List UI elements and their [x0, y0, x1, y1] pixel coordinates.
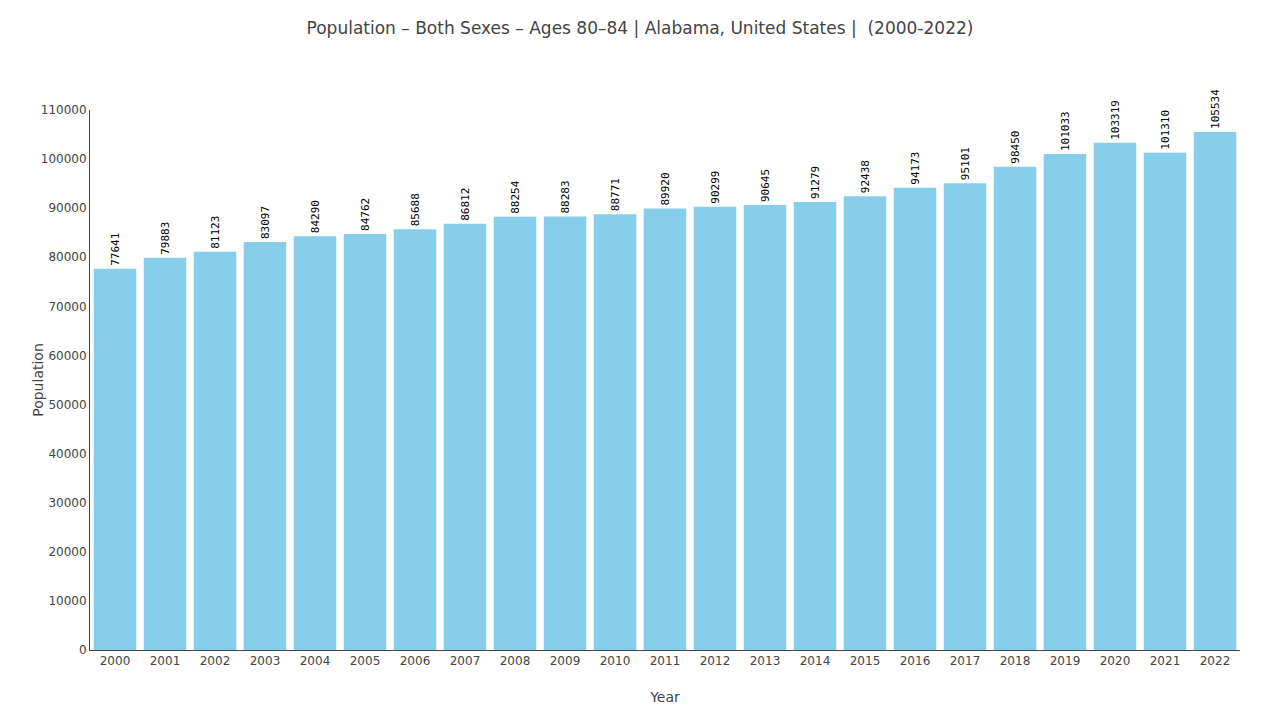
svg-text:2007: 2007 — [450, 654, 481, 668]
svg-text:88771: 88771 — [609, 178, 622, 211]
svg-text:2004: 2004 — [300, 654, 331, 668]
svg-text:84762: 84762 — [359, 198, 372, 231]
svg-text:86812: 86812 — [459, 188, 472, 221]
svg-text:2010: 2010 — [600, 654, 631, 668]
svg-text:20000: 20000 — [48, 545, 86, 559]
svg-text:89920: 89920 — [659, 172, 672, 205]
svg-text:90645: 90645 — [759, 169, 772, 202]
svg-text:2018: 2018 — [1000, 654, 1031, 668]
svg-text:85688: 85688 — [409, 193, 422, 226]
svg-text:2016: 2016 — [900, 654, 931, 668]
svg-text:80000: 80000 — [48, 250, 86, 264]
svg-text:70000: 70000 — [48, 300, 86, 314]
svg-text:2002: 2002 — [200, 654, 231, 668]
svg-text:88254: 88254 — [509, 180, 522, 213]
svg-text:81123: 81123 — [209, 216, 222, 249]
svg-text:2008: 2008 — [500, 654, 531, 668]
svg-text:2001: 2001 — [150, 654, 181, 668]
svg-text:79883: 79883 — [159, 222, 172, 255]
svg-text:83097: 83097 — [259, 206, 272, 239]
svg-text:2017: 2017 — [950, 654, 981, 668]
svg-text:103319: 103319 — [1109, 100, 1122, 140]
svg-text:0: 0 — [79, 643, 87, 657]
svg-text:95101: 95101 — [959, 147, 972, 180]
svg-text:2003: 2003 — [250, 654, 281, 668]
svg-text:94173: 94173 — [909, 152, 922, 185]
svg-text:105534: 105534 — [1209, 89, 1222, 129]
svg-text:98450: 98450 — [1009, 131, 1022, 164]
svg-text:84290: 84290 — [309, 200, 322, 233]
svg-text:2022: 2022 — [1200, 654, 1231, 668]
svg-text:92438: 92438 — [859, 160, 872, 193]
svg-text:2009: 2009 — [550, 654, 581, 668]
svg-text:91279: 91279 — [809, 166, 822, 199]
svg-text:2015: 2015 — [850, 654, 881, 668]
svg-text:Year: Year — [649, 689, 680, 705]
svg-text:2013: 2013 — [750, 654, 781, 668]
svg-text:100000: 100000 — [41, 152, 87, 166]
svg-text:77641: 77641 — [109, 233, 122, 266]
svg-text:90000: 90000 — [48, 201, 86, 215]
svg-text:88283: 88283 — [559, 180, 572, 213]
svg-text:101310: 101310 — [1159, 110, 1172, 150]
svg-text:2006: 2006 — [400, 654, 431, 668]
svg-text:Population – Both Sexes – Ages: Population – Both Sexes – Ages 80–84 | A… — [307, 18, 974, 38]
svg-text:2014: 2014 — [800, 654, 831, 668]
svg-text:40000: 40000 — [48, 447, 86, 461]
svg-text:2021: 2021 — [1150, 654, 1181, 668]
svg-text:60000: 60000 — [48, 349, 86, 363]
svg-text:101033: 101033 — [1059, 111, 1072, 151]
svg-text:30000: 30000 — [48, 496, 86, 510]
svg-text:2005: 2005 — [350, 654, 381, 668]
svg-text:110000: 110000 — [41, 103, 87, 117]
svg-text:2019: 2019 — [1050, 654, 1081, 668]
svg-text:2000: 2000 — [100, 654, 131, 668]
svg-text:50000: 50000 — [48, 398, 86, 412]
svg-text:90299: 90299 — [709, 171, 722, 204]
svg-text:10000: 10000 — [48, 594, 86, 608]
svg-text:Population: Population — [30, 343, 46, 417]
svg-text:2012: 2012 — [700, 654, 731, 668]
svg-text:2011: 2011 — [650, 654, 681, 668]
svg-text:2020: 2020 — [1100, 654, 1131, 668]
